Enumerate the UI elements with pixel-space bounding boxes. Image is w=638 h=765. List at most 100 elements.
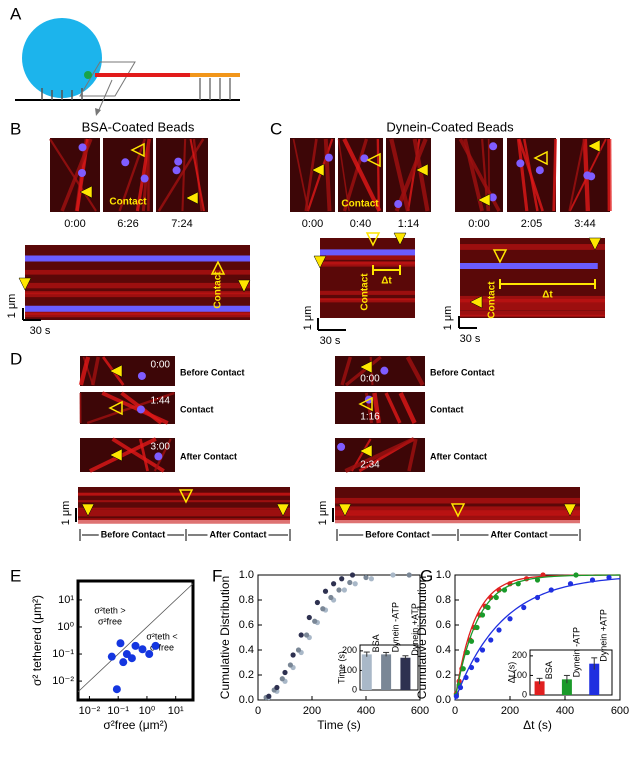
- bead: [324, 153, 333, 162]
- filament: [292, 138, 310, 212]
- time-label: 0:40: [350, 218, 371, 230]
- contact-label: Contact: [109, 197, 147, 208]
- inset-y-tick-label: 100: [512, 670, 527, 680]
- stage-label: Contact: [180, 404, 214, 414]
- filament: [384, 392, 402, 424]
- scale-label: 1 μm: [302, 306, 314, 331]
- arrowhead: [359, 444, 373, 458]
- arrowhead: [588, 237, 602, 251]
- time-label: 1:44: [151, 396, 171, 407]
- plot-frame: [257, 574, 421, 701]
- y-tick-label: 0.0: [436, 694, 451, 706]
- panel-title: BSA-Coated Beads: [82, 119, 195, 134]
- kymo-band: [78, 492, 290, 496]
- data-point: [474, 657, 480, 663]
- kymo-band: [25, 312, 250, 318]
- filament: [337, 138, 350, 212]
- contact-label: Contact: [341, 199, 379, 210]
- filament: [181, 138, 187, 212]
- y-tick-label: 0.8: [436, 594, 451, 606]
- scale-label: 1 μm: [317, 501, 329, 526]
- kymo-band: [335, 510, 580, 516]
- bead: [380, 366, 389, 375]
- y-axis-label: Cumulative Distribution: [415, 576, 429, 699]
- data-point: [322, 588, 329, 594]
- bead: [140, 174, 149, 183]
- data-point: [320, 606, 326, 612]
- y-tick-label: 10⁻²: [52, 675, 74, 687]
- data-point: [145, 650, 154, 659]
- kymo-bead: [25, 305, 250, 312]
- arrowhead: [358, 396, 373, 412]
- arrowhead: [313, 255, 327, 269]
- time-label: 7:24: [171, 218, 192, 230]
- bead: [337, 442, 346, 451]
- data-point: [352, 581, 358, 587]
- filament: [372, 392, 382, 424]
- inset-y-tick-label: 200: [512, 650, 527, 660]
- arrowhead: [210, 260, 226, 275]
- kymo-band: [335, 518, 580, 524]
- data-point: [306, 614, 312, 621]
- arrowhead: [237, 279, 251, 293]
- panel-label: G: [420, 566, 433, 585]
- data-point: [328, 594, 334, 601]
- arrowhead: [18, 277, 32, 291]
- annotation: σ²free: [150, 642, 174, 652]
- stage-label: After Contact: [180, 451, 237, 461]
- kymo-bead: [25, 255, 250, 262]
- data-point: [331, 581, 337, 587]
- span-label: After Contact: [490, 529, 547, 539]
- time-label: 6:26: [117, 218, 138, 230]
- bead: [154, 452, 163, 461]
- time-label: 2:05: [521, 218, 542, 230]
- kymo-bead: [460, 263, 598, 269]
- y-tick-label: 0.4: [239, 644, 254, 656]
- bead: [583, 171, 592, 180]
- inset-bar: [589, 663, 600, 695]
- filament: [376, 138, 381, 212]
- kymo-band: [320, 298, 415, 303]
- filament: [407, 438, 418, 472]
- filament: [389, 138, 411, 212]
- filament: [118, 138, 146, 212]
- filament: [49, 138, 97, 212]
- inset-y-tick-label: 100: [342, 665, 357, 675]
- kymo-band: [460, 314, 605, 317]
- arrowhead: [178, 489, 194, 504]
- data-point: [339, 576, 345, 582]
- y-tick-label: 0.0: [239, 694, 254, 706]
- scale-label: 30 s: [320, 335, 341, 347]
- contact-label: Contact: [213, 271, 224, 309]
- data-point: [127, 654, 136, 663]
- kymo-band: [320, 254, 415, 260]
- data-point: [312, 618, 318, 624]
- filament: [323, 138, 332, 212]
- x-tick-label: 10¹: [168, 705, 184, 717]
- inset-category: Dynein -ATP: [390, 602, 400, 652]
- bead: [516, 159, 525, 168]
- data-point: [460, 666, 466, 672]
- y-tick-label: 1.0: [239, 569, 254, 581]
- x-tick-label: 400: [556, 705, 574, 717]
- time-label: 0:00: [64, 218, 85, 230]
- data-point: [363, 574, 369, 581]
- arrowhead: [108, 400, 123, 416]
- inset-y-label: Time (s): [336, 651, 346, 684]
- panel-label: D: [10, 349, 22, 368]
- arrowhead: [366, 152, 381, 168]
- inset-category: BSA: [371, 634, 381, 652]
- time-label: 2:34: [360, 460, 380, 471]
- panel-label: C: [270, 119, 282, 138]
- data-point: [287, 662, 293, 668]
- stage-label: Before Contact: [430, 367, 495, 377]
- y-tick-label: 0.4: [436, 644, 451, 656]
- data-point: [479, 647, 486, 653]
- bead: [489, 142, 498, 151]
- filament: [568, 138, 586, 212]
- bead: [360, 154, 369, 163]
- arrowhead: [79, 185, 93, 199]
- time-label: 3:44: [574, 218, 595, 230]
- data-point: [107, 652, 116, 661]
- kymo-band: [460, 303, 605, 311]
